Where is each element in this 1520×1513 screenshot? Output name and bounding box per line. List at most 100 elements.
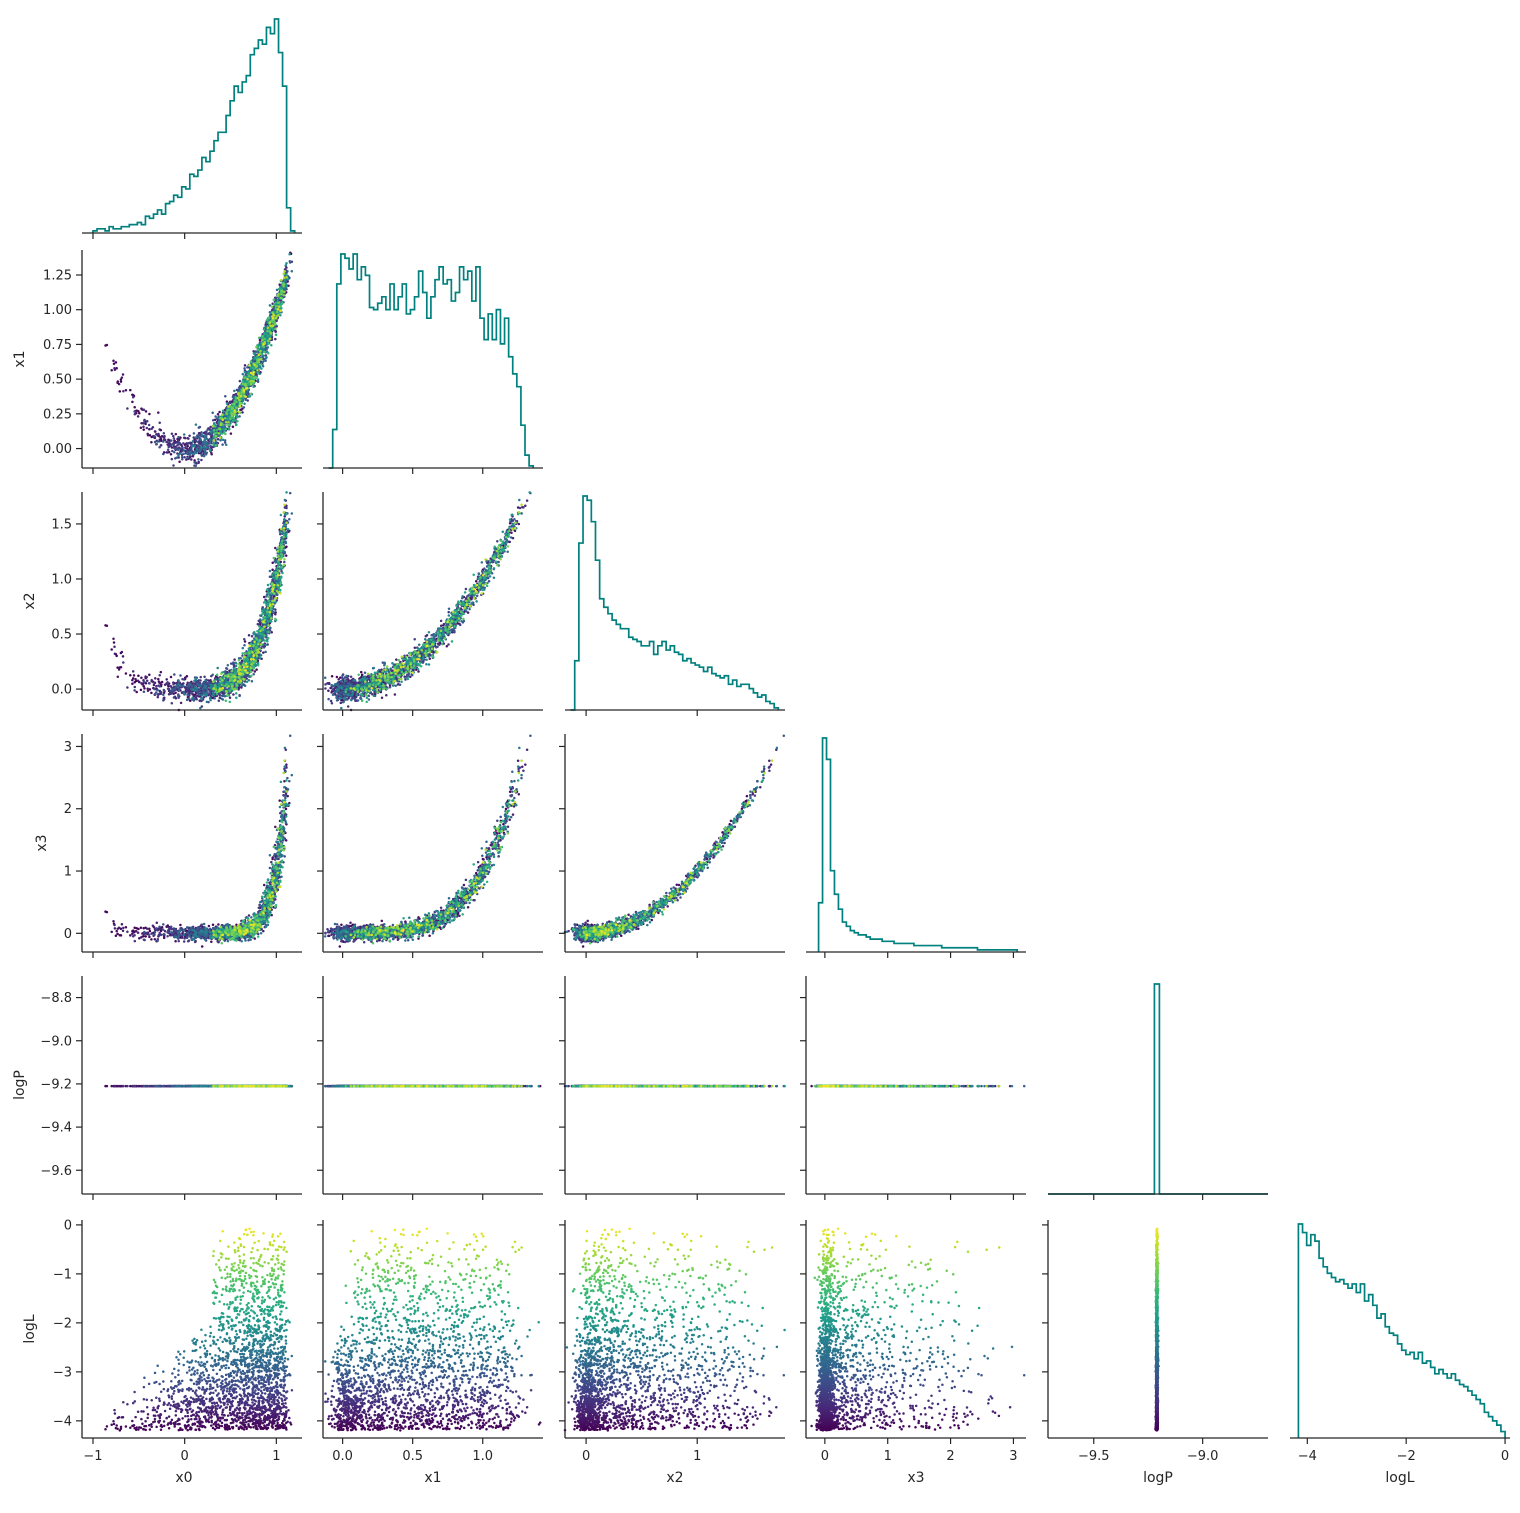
histogram-step-x0 [93, 19, 295, 233]
scatter-point [166, 682, 169, 685]
scatter-point [285, 276, 288, 279]
scatter-point [270, 608, 273, 611]
scatter-point [285, 533, 288, 536]
scatter-point [131, 401, 134, 404]
scatter-point [246, 666, 249, 669]
y-tick-label: 1.5 [51, 517, 72, 532]
scatter-point [143, 409, 146, 412]
scatter-point [239, 665, 242, 668]
scatter-point [218, 432, 221, 435]
scatter-point [171, 458, 174, 461]
scatter-point [199, 443, 202, 446]
scatter-point [284, 540, 287, 543]
scatter-point [234, 675, 237, 678]
scatter-point [268, 317, 271, 320]
scatter-point [253, 376, 256, 379]
scatter-point [273, 592, 276, 595]
scatter-point [204, 449, 207, 452]
scatter-point [154, 693, 157, 696]
scatter-point [204, 679, 207, 682]
scatter-point [226, 402, 229, 405]
scatter-point [242, 647, 245, 650]
scatter-point [237, 663, 240, 666]
scatter-point [266, 330, 269, 333]
scatter-point [235, 424, 238, 427]
scatter-point [267, 599, 270, 602]
scatter-point [261, 633, 264, 636]
scatter-point [253, 631, 256, 634]
scatter-point [222, 410, 225, 413]
scatter-point [187, 437, 190, 440]
scatter-point [129, 674, 132, 677]
scatter-point [200, 691, 203, 694]
scatter-point [262, 361, 265, 364]
scatter-point [242, 373, 245, 376]
scatter-point [157, 678, 160, 681]
scatter-point [256, 654, 259, 657]
scatter-point [204, 442, 207, 445]
scatter-point [182, 449, 185, 452]
scatter-point [280, 550, 283, 553]
scatter-point [215, 688, 218, 691]
scatter-point [337, 678, 340, 681]
scatter-point [291, 512, 294, 515]
scatter-point [158, 446, 161, 449]
scatter-point [273, 584, 276, 587]
scatter-point [209, 445, 212, 448]
scatter-point [285, 507, 288, 510]
scatter-point [133, 689, 136, 692]
scatter-point [227, 685, 230, 688]
scatter-point [125, 389, 128, 392]
scatter-point [216, 667, 219, 670]
scatter-point [147, 689, 150, 692]
scatter-point [146, 427, 149, 430]
scatter-point [182, 442, 185, 445]
scatter-point [252, 350, 255, 353]
scatter-point [258, 656, 261, 659]
scatter-point [262, 621, 265, 624]
scatter-point [284, 523, 287, 526]
scatter-point [122, 661, 125, 664]
scatter-point [197, 444, 200, 447]
scatter-point [212, 687, 215, 690]
scatter-point [243, 390, 246, 393]
scatter-point [193, 432, 196, 435]
scatter-point [244, 684, 247, 687]
scatter-point [196, 441, 199, 444]
scatter-point [228, 427, 231, 430]
scatter-point [229, 701, 232, 704]
scatter-point [158, 674, 161, 677]
scatter-point [112, 637, 115, 640]
scatter-point [203, 676, 206, 679]
scatter-point [248, 651, 251, 654]
scatter-point [270, 631, 273, 634]
scatter-point [250, 372, 253, 375]
scatter-point [281, 303, 284, 306]
scatter-point [283, 564, 286, 567]
scatter-point [263, 351, 266, 354]
scatter-point [132, 670, 135, 673]
scatter-point [179, 674, 182, 677]
scatter-point [204, 451, 207, 454]
scatter-point [280, 514, 283, 517]
scatter-point [229, 423, 232, 426]
scatter-point [188, 442, 191, 445]
scatter-point [163, 689, 166, 692]
scatter-point [283, 518, 286, 521]
scatter-point [170, 439, 173, 442]
scatter-point [200, 453, 203, 456]
scatter-point [175, 685, 178, 688]
scatter-point [199, 438, 202, 441]
scatter-point [510, 532, 513, 535]
scatter-point [186, 684, 189, 687]
scatter-point [259, 350, 262, 353]
scatter-point [524, 505, 527, 508]
scatter-point [262, 343, 265, 346]
scatter-point [262, 651, 265, 654]
scatter-point [277, 308, 280, 311]
scatter-point [271, 600, 274, 603]
scatter-point [283, 558, 286, 561]
scatter-point [157, 696, 160, 699]
scatter-point [277, 294, 280, 297]
scatter-point [203, 446, 206, 449]
